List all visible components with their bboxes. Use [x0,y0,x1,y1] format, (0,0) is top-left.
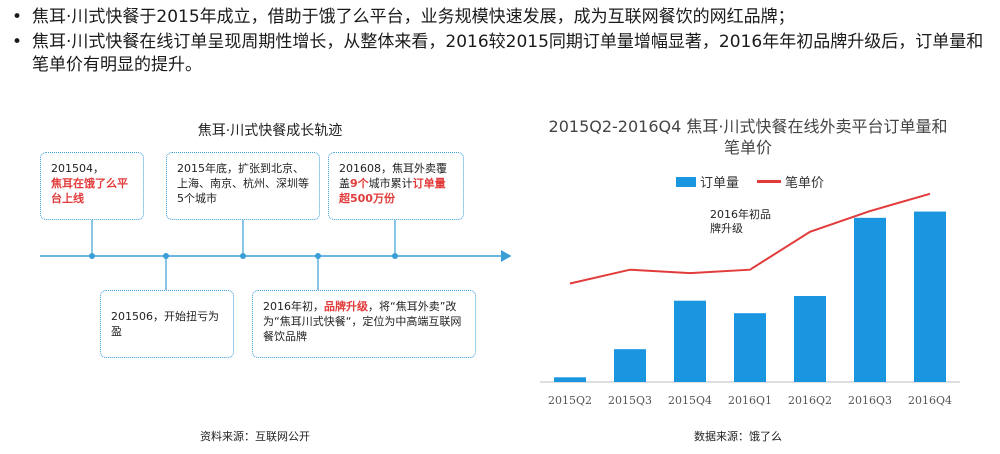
event-text: 城市累计 [368,177,413,190]
timeline-source: 资料来源：互联网公开 [200,430,310,443]
timeline-event-2016-start: 2016年初，品牌升级，将“焦耳外卖”改为“焦耳川式快餐“，定位为中高端互联网餐… [252,290,476,358]
timeline-event-201504: 201504， 焦耳在饿了么平台上线 [40,152,144,220]
event-text: ，将“焦耳外卖”改为“焦耳川式快餐“，定位为中高端互联网餐饮品牌 [263,300,462,343]
timeline-event-2015-end: 2015年底，扩张到北京、上海、南京、杭州、深圳等5个城市 [166,152,320,220]
bullet-text: 焦耳·川式快餐于2015年成立，借助于饿了么平台，业务规模快速发展，成为互联网餐… [32,7,795,27]
legend-line-label: 笔单价 [785,176,825,191]
x-tick-label: 2015Q3 [608,394,652,407]
x-tick-label: 2016Q3 [848,394,892,407]
bullet-list: • 焦耳·川式快餐于2015年成立，借助于饿了么平台，业务规模快速发展，成为互联… [12,6,992,79]
event-text: 201506，开始扭亏为盈 [111,310,219,338]
bullet-marker: • [12,7,23,27]
timeline-event-201506: 201506，开始扭亏为盈 [100,290,234,358]
bar-2016Q4 [914,211,946,382]
x-tick-label: 2015Q4 [668,394,712,407]
bar-2016Q2 [794,296,826,382]
x-tick-label: 2016Q1 [728,394,772,407]
chart-legend: 订单量 笔单价 [676,172,824,191]
event-text: 2015年底，扩张到北京、上海、南京、杭州、深圳等5个城市 [177,162,309,205]
event-highlight: 焦耳在饿了么平台上线 [51,177,128,205]
x-tick-label: 2015Q2 [548,394,592,407]
bar-2015Q4 [674,300,706,382]
event-highlight: 9个 [350,177,369,190]
timeline-event-201608: 201608，焦耳外卖覆盖9个城市累计订单量超500万份 [328,152,464,220]
x-tick-label: 2016Q2 [788,394,832,407]
legend-line-swatch [757,180,782,183]
timeline-title: 焦耳·川式快餐成长轨迹 [197,123,343,139]
chart-annotation: 2016年初品牌升级 [710,208,771,235]
event-highlight: 品牌升级 [324,300,368,313]
event-text: 2016年初， [263,300,324,313]
chart-title: 2015Q2-2016Q4 焦耳·川式快餐在线外卖平台订单量和笔单价 [548,117,948,157]
bullet-marker: • [12,32,23,52]
x-tick-label: 2016Q4 [908,394,952,407]
chart-source: 数据来源：饿了么 [694,430,782,443]
bar-2016Q1 [734,313,766,382]
legend-bar-label: 订单量 [700,176,740,191]
bullet-item: • 焦耳·川式快餐在线订单呈现周期性增长，从整体来看，2016较2015同期订单… [12,31,992,77]
event-highlight: 订单量超500万份 [339,177,446,205]
bullet-item: • 焦耳·川式快餐于2015年成立，借助于饿了么平台，业务规模快速发展，成为互联… [12,6,992,29]
bar-2015Q2 [554,377,586,382]
event-text: 201504， [51,162,104,175]
bar-2015Q3 [614,349,646,382]
bar-2016Q3 [854,217,886,382]
bullet-text: 焦耳·川式快餐在线订单呈现周期性增长，从整体来看，2016较2015同期订单量增… [32,32,984,75]
event-text: 201608，焦耳外卖覆盖 [339,162,447,190]
legend-bar-swatch [676,176,696,187]
